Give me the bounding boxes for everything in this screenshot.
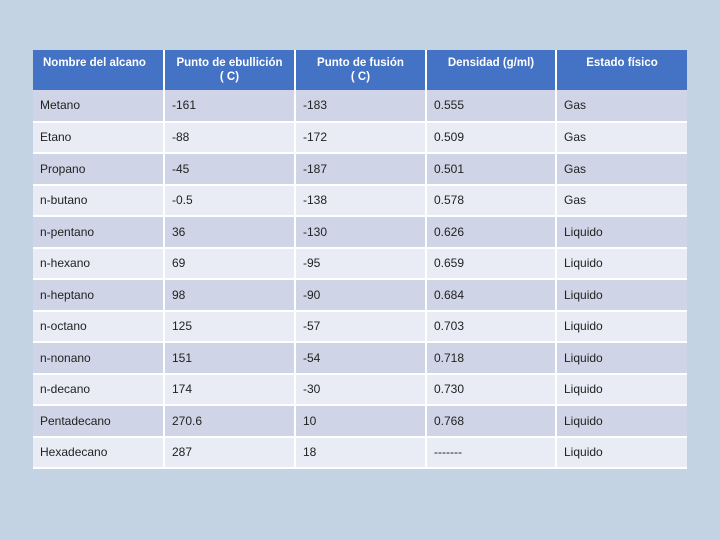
cell-densidad: 0.626 xyxy=(426,216,557,249)
cell-fusion: 18 xyxy=(295,436,427,469)
table-row: Hexadecano 287 18 ------- Liquido xyxy=(33,436,687,469)
cell-estado: Liquido xyxy=(556,405,687,438)
cell-nombre: n-hexano xyxy=(33,247,165,280)
table-row: Metano -161 -183 0.555 Gas xyxy=(33,90,687,123)
table-row: n-heptano 98 -90 0.684 Liquido xyxy=(33,279,687,312)
cell-nombre: n-butano xyxy=(33,184,165,217)
cell-fusion: -30 xyxy=(295,373,427,406)
table-row: n-butano -0.5 -138 0.578 Gas xyxy=(33,184,687,217)
cell-nombre: Pentadecano xyxy=(33,405,165,438)
table-row: Etano -88 -172 0.509 Gas xyxy=(33,121,687,154)
cell-estado: Liquido xyxy=(556,310,687,343)
cell-densidad: 0.730 xyxy=(426,373,557,406)
cell-fusion: 10 xyxy=(295,405,427,438)
cell-densidad: 0.578 xyxy=(426,184,557,217)
cell-ebullicion: -88 xyxy=(164,121,296,154)
cell-fusion: -130 xyxy=(295,216,427,249)
alkanes-table: Nombre del alcano Punto de ebullición ( … xyxy=(33,50,687,469)
cell-nombre: n-decano xyxy=(33,373,165,406)
cell-estado: Liquido xyxy=(556,216,687,249)
cell-estado: Liquido xyxy=(556,247,687,280)
cell-densidad: 0.659 xyxy=(426,247,557,280)
cell-estado: Liquido xyxy=(556,373,687,406)
cell-estado: Gas xyxy=(556,153,687,186)
cell-ebullicion: 270.6 xyxy=(164,405,296,438)
cell-nombre: Metano xyxy=(33,90,165,123)
cell-ebullicion: 125 xyxy=(164,310,296,343)
table-row: n-pentano 36 -130 0.626 Liquido xyxy=(33,216,687,249)
header-fusion-unit: ( C) xyxy=(350,71,371,83)
header-ebullicion-label: Punto de ebullición xyxy=(176,57,283,69)
cell-nombre: Etano xyxy=(33,121,165,154)
cell-estado: Liquido xyxy=(556,279,687,312)
cell-densidad: 0.703 xyxy=(426,310,557,343)
header-ebullicion-unit: ( C) xyxy=(219,71,240,83)
cell-estado: Gas xyxy=(556,184,687,217)
cell-fusion: -57 xyxy=(295,310,427,343)
cell-densidad: 0.555 xyxy=(426,90,557,123)
cell-ebullicion: -0.5 xyxy=(164,184,296,217)
table-row: Propano -45 -187 0.501 Gas xyxy=(33,153,687,186)
cell-estado: Gas xyxy=(556,121,687,154)
header-estado: Estado físico xyxy=(556,50,687,90)
cell-fusion: -90 xyxy=(295,279,427,312)
cell-fusion: -54 xyxy=(295,342,427,375)
table-row: n-hexano 69 -95 0.659 Liquido xyxy=(33,247,687,280)
cell-ebullicion: -161 xyxy=(164,90,296,123)
cell-nombre: n-pentano xyxy=(33,216,165,249)
header-row: Nombre del alcano Punto de ebullición ( … xyxy=(33,50,687,90)
table-row: n-octano 125 -57 0.703 Liquido xyxy=(33,310,687,343)
cell-ebullicion: -45 xyxy=(164,153,296,186)
cell-nombre: n-nonano xyxy=(33,342,165,375)
cell-nombre: Propano xyxy=(33,153,165,186)
table-row: n-decano 174 -30 0.730 Liquido xyxy=(33,373,687,406)
cell-fusion: -138 xyxy=(295,184,427,217)
cell-fusion: -172 xyxy=(295,121,427,154)
cell-ebullicion: 151 xyxy=(164,342,296,375)
cell-densidad: 0.509 xyxy=(426,121,557,154)
cell-ebullicion: 98 xyxy=(164,279,296,312)
header-fusion: Punto de fusión ( C) xyxy=(295,50,427,90)
cell-nombre: Hexadecano xyxy=(33,436,165,469)
cell-fusion: -183 xyxy=(295,90,427,123)
table-row: n-nonano 151 -54 0.718 Liquido xyxy=(33,342,687,375)
header-ebullicion: Punto de ebullición ( C) xyxy=(164,50,296,90)
cell-ebullicion: 287 xyxy=(164,436,296,469)
header-nombre-label: Nombre del alcano xyxy=(43,57,146,69)
cell-estado: Gas xyxy=(556,90,687,123)
cell-densidad: 0.768 xyxy=(426,405,557,438)
header-nombre: Nombre del alcano xyxy=(33,50,165,90)
cell-estado: Liquido xyxy=(556,436,687,469)
header-densidad-label: Densidad (g/ml) xyxy=(447,57,535,69)
cell-ebullicion: 36 xyxy=(164,216,296,249)
cell-fusion: -187 xyxy=(295,153,427,186)
cell-densidad: 0.718 xyxy=(426,342,557,375)
cell-nombre: n-octano xyxy=(33,310,165,343)
cell-estado: Liquido xyxy=(556,342,687,375)
table-body: Metano -161 -183 0.555 Gas Etano -88 -172 0.509 G… xyxy=(33,90,687,469)
cell-ebullicion: 69 xyxy=(164,247,296,280)
table-header: Nombre del alcano Punto de ebullición ( … xyxy=(33,50,687,90)
cell-densidad: ------- xyxy=(426,436,557,469)
header-fusion-label: Punto de fusión xyxy=(317,57,404,69)
cell-ebullicion: 174 xyxy=(164,373,296,406)
cell-densidad: 0.684 xyxy=(426,279,557,312)
header-densidad: Densidad (g/ml) xyxy=(426,50,557,90)
cell-fusion: -95 xyxy=(295,247,427,280)
table-row: Pentadecano 270.6 10 0.768 Liquido xyxy=(33,405,687,438)
header-estado-label: Estado físico xyxy=(586,57,658,69)
cell-densidad: 0.501 xyxy=(426,153,557,186)
cell-nombre: n-heptano xyxy=(33,279,165,312)
